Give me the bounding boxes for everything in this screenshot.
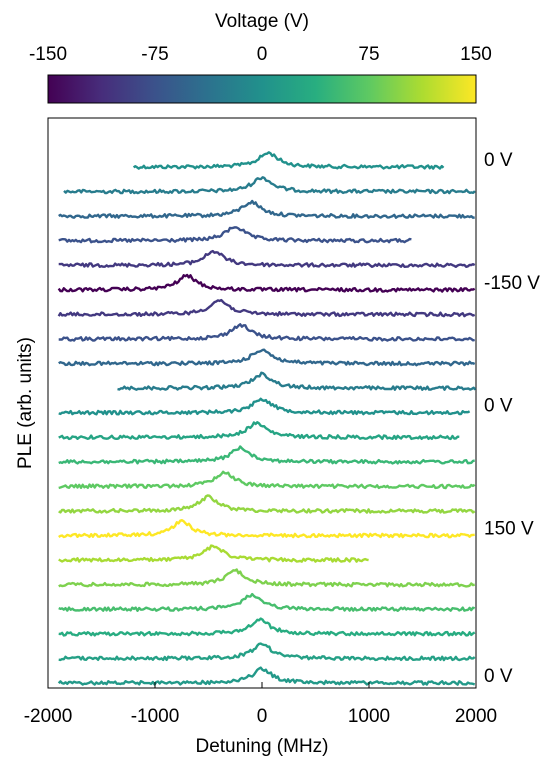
- ple-trace: [58, 397, 471, 416]
- colorbar-tick-label: -75: [141, 44, 168, 65]
- colorbar-tick-label: 0: [257, 44, 268, 65]
- ple-trace: [57, 298, 476, 318]
- ple-trace: [58, 421, 460, 441]
- colorbar-tick-label: 150: [460, 44, 492, 65]
- y-axis-label: PLE (arb. units): [15, 337, 36, 469]
- x-tick-label: 1000: [348, 706, 390, 727]
- ple-trace: [58, 470, 476, 490]
- ple-trace: [58, 642, 476, 662]
- voltage-label: 150 V: [484, 519, 534, 540]
- ple-trace: [58, 226, 412, 244]
- ple-trace: [58, 617, 476, 637]
- ple-trace: [58, 592, 476, 612]
- ple-trace: [58, 568, 476, 588]
- x-tick-label: -2000: [24, 706, 73, 727]
- colorbar: [47, 74, 477, 104]
- ple-trace: [132, 151, 445, 170]
- x-tick-label: -1000: [131, 706, 180, 727]
- ple-trace: [117, 371, 477, 391]
- x-tick-labels: -2000 -1000 0 1000 2000: [24, 682, 497, 727]
- x-axis-label: Detuning (MHz): [195, 736, 328, 757]
- voltage-label: 0 V: [484, 150, 513, 171]
- voltage-labels: 0 V -150 V 0 V 150 V 0 V: [484, 150, 540, 687]
- ple-trace: [58, 323, 475, 342]
- ple-trace: [63, 176, 476, 195]
- ple-trace: [58, 249, 476, 268]
- ple-trace: [57, 666, 476, 686]
- ple-trace: [58, 348, 476, 367]
- voltage-label: -150 V: [484, 273, 540, 294]
- voltage-label: 0 V: [484, 666, 513, 687]
- colorbar-title: Voltage (V): [215, 11, 309, 32]
- ple-trace: [58, 494, 476, 514]
- ple-traces: [57, 151, 477, 686]
- colorbar-tick-labels: -150 -75 0 75 150: [29, 44, 492, 65]
- plot-frame: [47, 117, 477, 689]
- ple-trace: [58, 519, 475, 539]
- voltage-label: 0 V: [484, 396, 513, 417]
- colorbar-tick-label: -150: [29, 44, 67, 65]
- ple-trace: [57, 273, 476, 293]
- x-tick-label: 0: [257, 706, 268, 727]
- ple-trace: [58, 199, 475, 219]
- ple-trace: [58, 445, 475, 465]
- ple-trace: [58, 544, 369, 563]
- x-tick-label: 2000: [455, 706, 497, 727]
- colorbar-tick-label: 75: [358, 44, 379, 65]
